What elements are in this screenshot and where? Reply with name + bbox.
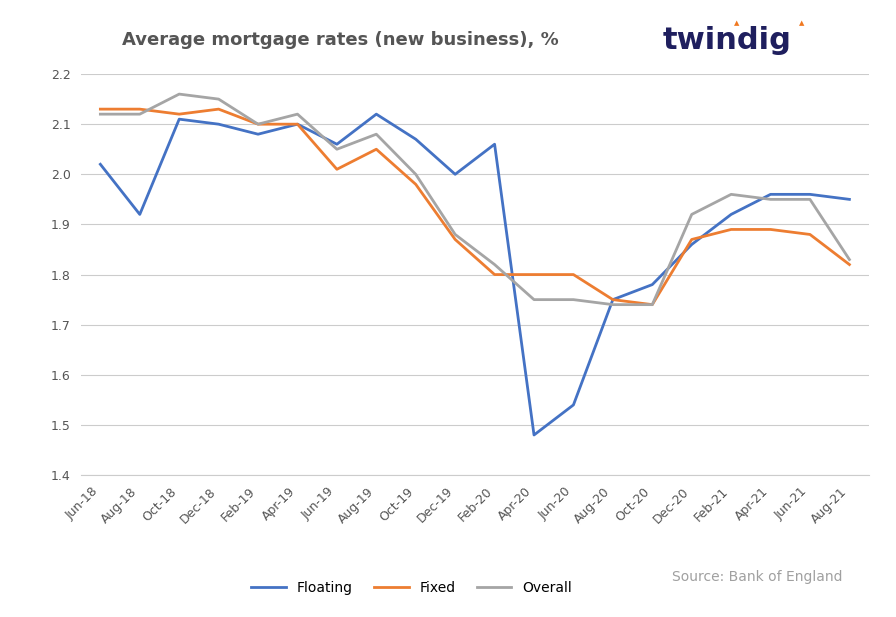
Text: Average mortgage rates (new business), %: Average mortgage rates (new business), % bbox=[122, 31, 559, 49]
Text: Source: Bank of England: Source: Bank of England bbox=[672, 570, 842, 584]
Text: twindig: twindig bbox=[663, 25, 792, 55]
Text: ▲: ▲ bbox=[799, 20, 805, 26]
Legend: Floating, Fixed, Overall: Floating, Fixed, Overall bbox=[246, 576, 578, 600]
Text: ▲: ▲ bbox=[734, 20, 739, 26]
